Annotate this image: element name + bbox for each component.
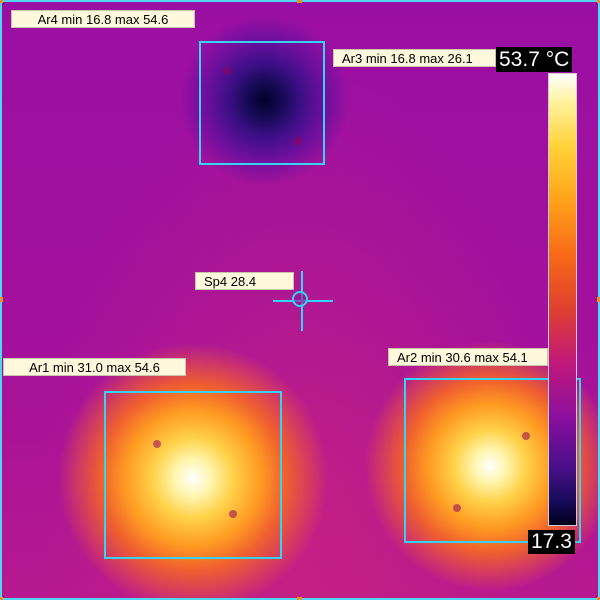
area-label-ar4[interactable]: Ar4 min 16.8 max 54.6	[11, 10, 195, 28]
scale-max-label: 53.7 °C	[496, 47, 573, 72]
frame-corner-handle[interactable]	[597, 297, 600, 302]
frame-corner-handle[interactable]	[0, 597, 3, 600]
measurement-area-ar3[interactable]	[199, 41, 325, 165]
cold-spot-marker	[294, 137, 302, 145]
frame-corner-handle[interactable]	[597, 0, 600, 3]
area-label-ar2[interactable]: Ar2 min 30.6 max 54.1	[388, 348, 548, 366]
frame-corner-handle[interactable]	[597, 597, 600, 600]
scale-min-label: 17.3	[528, 530, 575, 554]
cold-spot-marker	[223, 67, 231, 75]
measurement-area-ar2[interactable]	[404, 378, 581, 543]
frame-corner-handle[interactable]	[0, 297, 3, 302]
spot-label-sp4[interactable]: Sp4 28.4	[195, 272, 294, 290]
frame-corner-handle[interactable]	[297, 0, 302, 3]
temperature-scale-bar	[548, 73, 577, 526]
hot-spot-marker	[453, 504, 461, 512]
hot-spot-marker	[522, 432, 530, 440]
area-label-ar3[interactable]: Ar3 min 16.8 max 26.1	[333, 49, 496, 67]
hot-spot-marker	[229, 510, 237, 518]
frame-corner-handle[interactable]	[297, 597, 302, 600]
area-label-ar1[interactable]: Ar1 min 31.0 max 54.6	[3, 358, 186, 376]
hot-spot-marker	[153, 440, 161, 448]
spot-meter-sp4[interactable]	[292, 291, 308, 307]
frame-corner-handle[interactable]	[0, 0, 3, 3]
measurement-area-ar1[interactable]	[104, 391, 282, 559]
